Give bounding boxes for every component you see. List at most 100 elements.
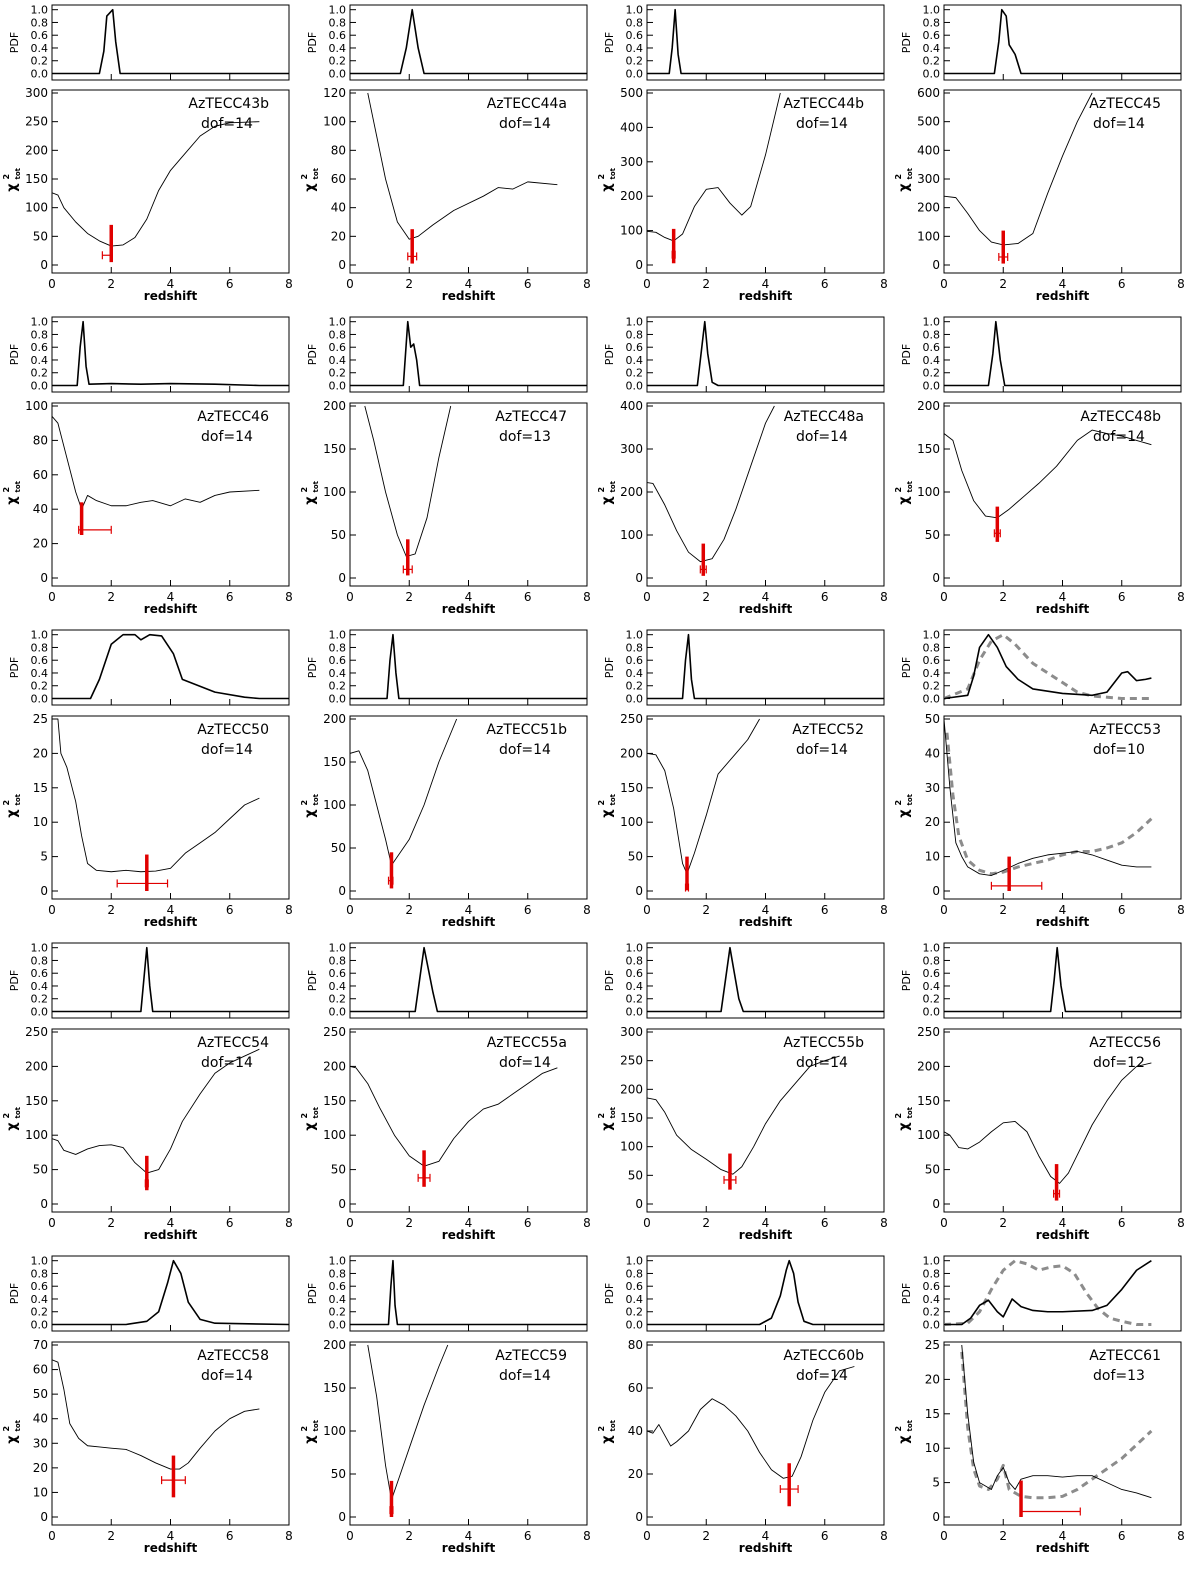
xaxis-label: redshift [739,289,793,303]
chi-ytick-label: 50 [925,712,940,726]
chi-xtick-label: 4 [762,903,770,917]
pdf-frame [646,942,885,1019]
chi-subscript: tot [609,1419,617,1431]
chi-symbol: χ [303,496,318,505]
pdf-ytick-label: 0.2 [329,680,347,693]
chi-xtick-label: 4 [762,1216,770,1230]
chi-xtick-label: 2 [702,590,710,604]
pdf-curve [647,1259,884,1326]
pdf-ytick-label: 1.0 [31,4,49,17]
chi-frame [349,402,588,587]
chi-curve [647,718,760,875]
chi-xtick-label: 8 [880,590,888,604]
dof-label: dof=14 [499,116,551,132]
pdf-frame [51,4,290,81]
chi-curve [961,1344,1152,1499]
chi-subscript: tot [609,167,617,179]
chi-ytick-label: 500 [917,115,940,129]
pdf-ytick-label: 0.0 [626,68,644,81]
chi-ytick-label: 100 [25,201,48,215]
pdf-ytick-label: 0.8 [31,328,49,341]
pdf-ytick-label: 0.0 [31,380,49,393]
chi-xtick-label: 4 [1059,590,1067,604]
pdf-axis-label: PDF [8,657,21,678]
pdf-axis-label: PDF [8,1283,21,1304]
chi-xtick-label: 4 [1059,277,1067,291]
chi-frame [646,89,885,274]
pdf-ytick-label: 0.2 [329,55,347,68]
pdf-ytick-label: 0.2 [31,367,49,380]
chi-ytick-label: 5 [40,850,48,864]
chi-ytick-label: 100 [323,1128,346,1142]
chi-ytick-label: 250 [25,115,48,129]
pdf-curve [647,946,884,1013]
pdf-ytick-label: 0.8 [31,954,49,967]
chi-superscript: 2 [894,174,903,180]
chi-ytick-label: 20 [33,1461,48,1475]
pdf-ytick-label: 0.6 [626,654,644,667]
chi-ytick-label: 0 [338,884,346,898]
pdf-frame [349,1255,588,1332]
panel-AzTECC51b: 0.00.20.40.60.81.0 PDF 0 50 100 150 200 0 2 4 6 8 re… [300,629,591,929]
xaxis-label: redshift [442,602,496,616]
xaxis-label: redshift [144,289,198,303]
chi-xtick-label: 4 [465,1529,473,1543]
chi-ytick-label: 50 [331,1163,346,1177]
chi-frame [349,715,588,900]
chi-xtick-label: 6 [1118,903,1126,917]
pdf-ytick-label: 0.8 [626,954,644,967]
chi-xtick-label: 2 [702,277,710,291]
dof-label: dof=14 [796,742,848,758]
pdf-ytick-label: 0.2 [626,680,644,693]
pdf-frame [943,316,1182,393]
pdf-ytick-label: 1.0 [923,942,941,955]
chi-ytick-label: 0 [932,1510,940,1524]
chi-subscript: tot [609,1106,617,1118]
chi-symbol: χ [303,1122,318,1131]
chi-ytick-label: 300 [620,442,643,456]
chi-superscript: 2 [300,1426,309,1432]
chi-ytick-label: 0 [932,1197,940,1211]
chi-ytick-label: 50 [33,229,48,243]
chi-axis-label: χ 2 tot [894,480,914,504]
chi-xtick-label: 0 [48,1216,56,1230]
chi-xtick-label: 6 [821,1529,829,1543]
chi-ytick-label: 15 [33,781,48,795]
pdf-ytick-label: 0.4 [329,980,347,993]
pdf-ytick-label: 0.0 [923,1319,941,1332]
chi-axis-label: χ 2 tot [300,1419,320,1443]
chi-ytick-label: 10 [925,850,940,864]
chi-ytick-label: 25 [33,712,48,726]
panel-AzTECC44b: 0.00.20.40.60.81.0 PDF 0 100 200 300 400 500 0 2 4… [597,4,888,303]
panel-AzTECC58: 0.00.20.40.60.81.0 PDF 0 10 20 30 40 50 60 70 0 2 4 6… [2,1255,293,1555]
chi-ytick-label: 250 [25,1025,48,1039]
dof-label: dof=14 [201,742,253,758]
pdf-ytick-label: 0.4 [31,42,49,55]
chi-ytick-label: 200 [323,712,346,726]
pdf-ytick-label: 1.0 [923,316,941,329]
chi-ytick-label: 80 [33,433,48,447]
dof-label: dof=14 [499,1055,551,1071]
pdf-frame [349,4,588,81]
chi-xtick-label: 0 [48,1529,56,1543]
dof-label: dof=14 [796,1055,848,1071]
chi-axis-label: χ 2 tot [597,1419,617,1443]
chi-xtick-label: 6 [1118,590,1126,604]
chi-xtick-label: 8 [583,1216,591,1230]
chi-frame [646,402,885,587]
chi-xtick-label: 0 [940,590,948,604]
chi-xtick-label: 6 [524,1216,532,1230]
chi-ytick-label: 100 [620,224,643,238]
chi-ytick-label: 40 [925,746,940,760]
chi-xtick-label: 6 [1118,1529,1126,1543]
pdf-ytick-label: 0.4 [626,980,644,993]
pdf-ytick-label: 0.6 [626,341,644,354]
chi-ytick-label: 100 [917,485,940,499]
pdf-axis-label: PDF [900,344,913,365]
pdf-axis-label: PDF [900,657,913,678]
dof-label: dof=14 [201,429,253,445]
chi-ytick-label: 60 [33,1363,48,1377]
pdf-curve [52,320,289,387]
chi-ytick-label: 120 [323,86,346,100]
